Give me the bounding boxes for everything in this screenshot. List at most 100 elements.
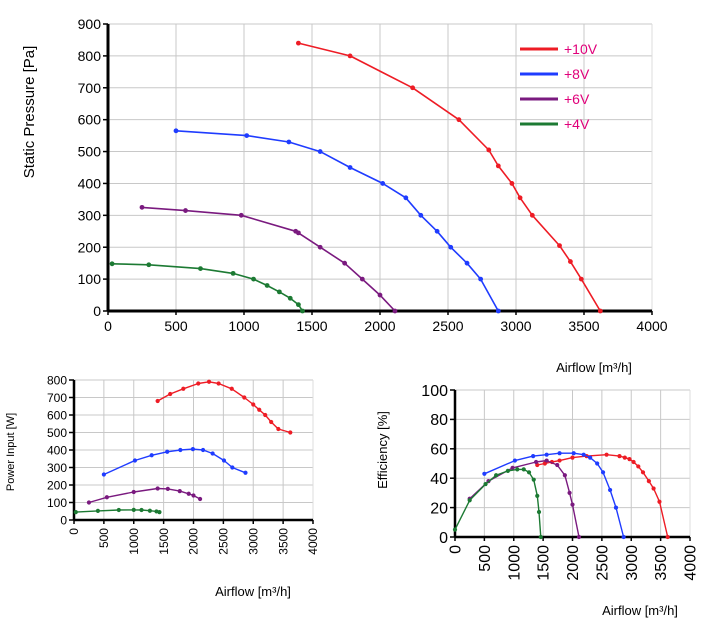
y-tick-label: 200: [78, 239, 102, 255]
series-point: [448, 244, 454, 250]
y-tick-label: 800: [78, 48, 102, 64]
series-point: [116, 507, 121, 513]
x-tick-label: 500: [164, 318, 188, 334]
series-point: [288, 430, 293, 435]
x-tick-label: 2000: [364, 318, 395, 334]
series-point: [95, 508, 100, 513]
x-tick-label: 2500: [432, 318, 463, 334]
series-point: [567, 490, 572, 495]
series-line: [484, 452, 625, 538]
y-tick-label: 300: [78, 207, 102, 223]
series-point: [73, 510, 78, 515]
series-point: [531, 477, 536, 482]
series-point: [300, 308, 305, 314]
series-point: [576, 534, 582, 540]
series-point: [242, 395, 247, 400]
series-point: [317, 244, 323, 250]
series-point: [510, 465, 515, 471]
series-point: [157, 510, 162, 515]
series-point: [557, 243, 562, 249]
series-point: [512, 458, 518, 463]
series-point: [238, 212, 244, 218]
x-tick-label: 2000: [187, 528, 201, 555]
series-point: [244, 133, 250, 139]
series-point: [570, 455, 575, 460]
series-point: [347, 53, 353, 59]
x-tick-label: 1500: [296, 318, 327, 334]
series-point: [155, 398, 160, 404]
series-point: [597, 308, 603, 314]
series-point: [526, 470, 532, 475]
series-point: [517, 195, 523, 201]
y-tick-label: 500: [78, 144, 102, 160]
series-point: [636, 464, 641, 469]
series-point: [595, 461, 600, 466]
series-point: [186, 491, 191, 496]
series-point: [276, 289, 282, 295]
series-point: [651, 486, 656, 491]
legend-label: +6V: [564, 91, 590, 107]
series-point: [221, 458, 227, 463]
x-axis-title: Airflow [m³/h]: [602, 603, 678, 618]
x-tick-label: 3500: [568, 318, 599, 334]
series-point: [456, 117, 462, 123]
series-point: [631, 459, 636, 465]
y-tick-label: 700: [78, 80, 102, 96]
series-point: [600, 470, 606, 475]
series-point: [216, 381, 221, 386]
series-point: [191, 493, 196, 498]
series-point: [529, 212, 535, 218]
x-axis-title: Airflow [m³/h]: [215, 584, 291, 599]
series-point: [168, 391, 173, 397]
series-point: [149, 453, 154, 458]
series-point: [570, 502, 575, 507]
series-point: [478, 276, 484, 282]
series-point: [139, 204, 145, 210]
y-axis-title: Power Input [W]: [5, 413, 17, 491]
series-point: [418, 212, 424, 218]
series-point: [269, 419, 274, 425]
y-tick-label: 100: [78, 271, 102, 287]
series-point: [515, 467, 520, 472]
legend-label: +4V: [564, 116, 590, 132]
series-point: [198, 266, 203, 271]
y-tick-label: 0: [93, 303, 101, 319]
series-point: [464, 260, 470, 266]
y-tick-label: 400: [78, 175, 102, 191]
x-tick-label: 2500: [594, 545, 611, 581]
series-line: [469, 459, 580, 538]
series-point: [177, 489, 182, 494]
series-point: [296, 230, 301, 236]
series-point: [571, 451, 576, 456]
series-point: [342, 260, 348, 266]
series-point: [531, 454, 536, 459]
series-point: [538, 534, 543, 540]
x-tick-label: 1500: [157, 528, 171, 555]
x-tick-label: 1000: [506, 545, 523, 581]
series-point: [544, 452, 549, 457]
series-point: [555, 462, 560, 468]
x-tick-label: 4000: [683, 545, 700, 581]
series-point: [452, 527, 458, 532]
y-tick-label: 400: [47, 443, 67, 457]
series-point: [617, 454, 622, 459]
series-point: [206, 379, 212, 384]
series-point: [495, 163, 501, 169]
series-point: [640, 470, 646, 475]
series-line: [175, 130, 499, 312]
series-point: [230, 465, 235, 470]
x-tick-label: 3500: [276, 528, 290, 555]
x-tick-label: 500: [477, 545, 494, 572]
series-point: [276, 426, 281, 432]
series-point: [286, 139, 292, 145]
series-point: [132, 458, 138, 463]
series-point: [296, 302, 301, 308]
y-tick-label: 100: [47, 496, 67, 510]
series-point: [165, 486, 170, 491]
series-point: [509, 181, 515, 186]
y-tick-label: 20: [430, 500, 448, 517]
series-point: [434, 228, 440, 234]
x-tick-label: 3000: [624, 545, 641, 581]
series-point: [557, 451, 562, 456]
